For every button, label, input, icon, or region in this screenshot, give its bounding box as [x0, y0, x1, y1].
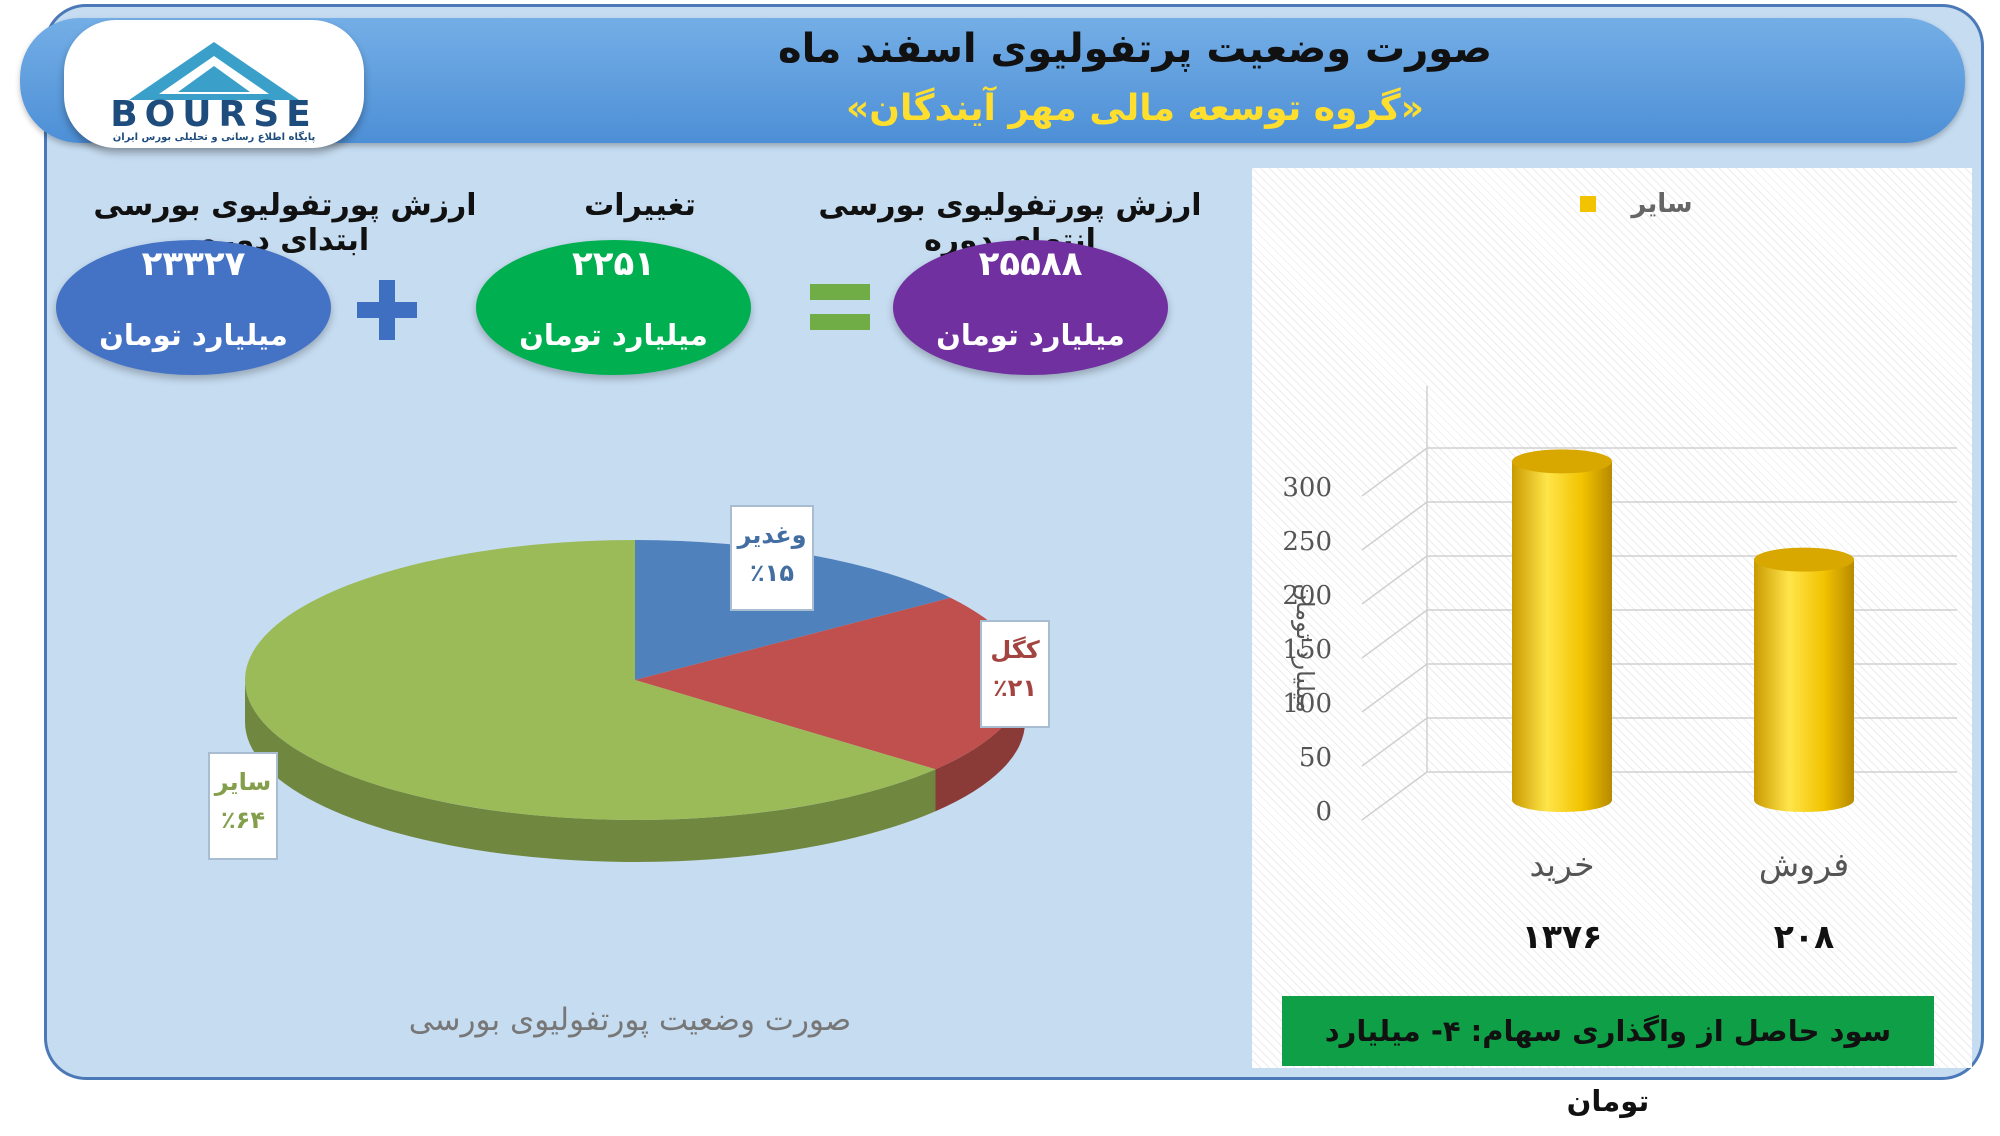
pie-side-2: [245, 680, 936, 862]
pie-label-percent: ٪۶۴: [221, 806, 265, 834]
bar-1: [1754, 559, 1854, 812]
logo-subtext: پایگاه اطلاع رسانی و تحلیلی بورس ایران: [112, 132, 316, 143]
start-value-oval: ۲۳۳۲۷ میلیارد تومان: [56, 240, 331, 375]
grid-diag: [1361, 771, 1428, 821]
grid-diag: [1361, 447, 1428, 497]
y-tick-label: 0: [1315, 797, 1332, 827]
change-unit: میلیارد تومان: [519, 318, 708, 352]
logo: BOURSE پایگاه اطلاع رسانی و تحلیلی بورس …: [64, 20, 364, 148]
equals-icon: [810, 284, 870, 330]
plus-icon: [357, 280, 417, 340]
profit-box: سود حاصل از واگذاری سهام: ۴- میلیارد توم…: [1282, 996, 1934, 1118]
grid-diag: [1361, 555, 1428, 605]
page-title: صورت وضعیت پرتفولیوی اسفند ماه: [778, 26, 1492, 72]
bar-0: [1512, 461, 1612, 812]
end-value-oval: ۲۵۵۸۸ میلیارد تومان: [893, 240, 1168, 375]
bar-value-label: ۱۳۷۶: [1522, 917, 1603, 956]
start-value: ۲۳۳۲۷: [141, 244, 246, 284]
start-caption: ارزش پورتفولیوی بورسی ابتدای دوره: [93, 188, 477, 258]
y-tick-label: 200: [1282, 581, 1332, 611]
y-tick-label: 100: [1282, 689, 1332, 719]
y-axis-label: میلیارد تومان: [1291, 583, 1319, 712]
grid-diag: [1361, 609, 1428, 659]
logo-text: BOURSE: [110, 94, 318, 135]
y-tick-label: 300: [1282, 473, 1332, 503]
pie-label-name: کگل: [990, 636, 1040, 664]
legend-label: سایر: [1629, 189, 1692, 219]
pie-label-name: سایر: [214, 768, 272, 796]
bar-top-1: [1754, 547, 1854, 572]
x-category-label: فروش: [1759, 845, 1849, 884]
page-subtitle: «گروه توسعه مالی مهر آیندگان»: [846, 88, 1424, 129]
grid-diag: [1361, 717, 1428, 767]
pie-label-1: کگل ٪۲۱: [980, 620, 1050, 728]
change-value: ۲۲۵۱: [571, 244, 655, 284]
x-category-label: خرید: [1529, 845, 1594, 884]
bar-value-label: ۲۰۸: [1774, 917, 1834, 956]
pie-chart: [245, 540, 1025, 862]
legend-swatch: [1580, 196, 1596, 212]
pie-label-2: سایر ٪۶۴: [208, 752, 278, 860]
change-caption: تغییرات: [584, 188, 696, 223]
grid-diag: [1361, 663, 1428, 713]
grid-diag: [1361, 501, 1428, 551]
end-value: ۲۵۵۸۸: [978, 244, 1083, 284]
y-tick-label: 250: [1282, 527, 1332, 557]
y-tick-label: 150: [1282, 635, 1332, 665]
pie-label-name: وغدیر: [737, 521, 807, 549]
pie-side-1: [935, 680, 1025, 812]
start-unit: میلیارد تومان: [99, 318, 288, 352]
pie-slice-1: [635, 597, 1025, 770]
logo-mark-icon: [129, 42, 299, 100]
pie-slice-2: [245, 540, 936, 820]
y-tick-label: 50: [1299, 743, 1332, 773]
end-unit: میلیارد تومان: [936, 318, 1125, 352]
pie-label-percent: ٪۲۱: [993, 674, 1037, 702]
bar-top-0: [1512, 449, 1612, 474]
pie-chart-title: صورت وضعیت پورتفولیوی بورسی: [408, 1002, 852, 1038]
bar-chart: 0 50 100 150 200 250 300 میلیارد تومان سایر خرید ۱…: [1282, 189, 1957, 956]
change-value-oval: ۲۲۵۱ میلیارد تومان: [476, 240, 751, 375]
pie-label-0: وغدیر ٪۱۵: [730, 505, 814, 611]
pie-label-percent: ٪۱۵: [750, 559, 794, 587]
